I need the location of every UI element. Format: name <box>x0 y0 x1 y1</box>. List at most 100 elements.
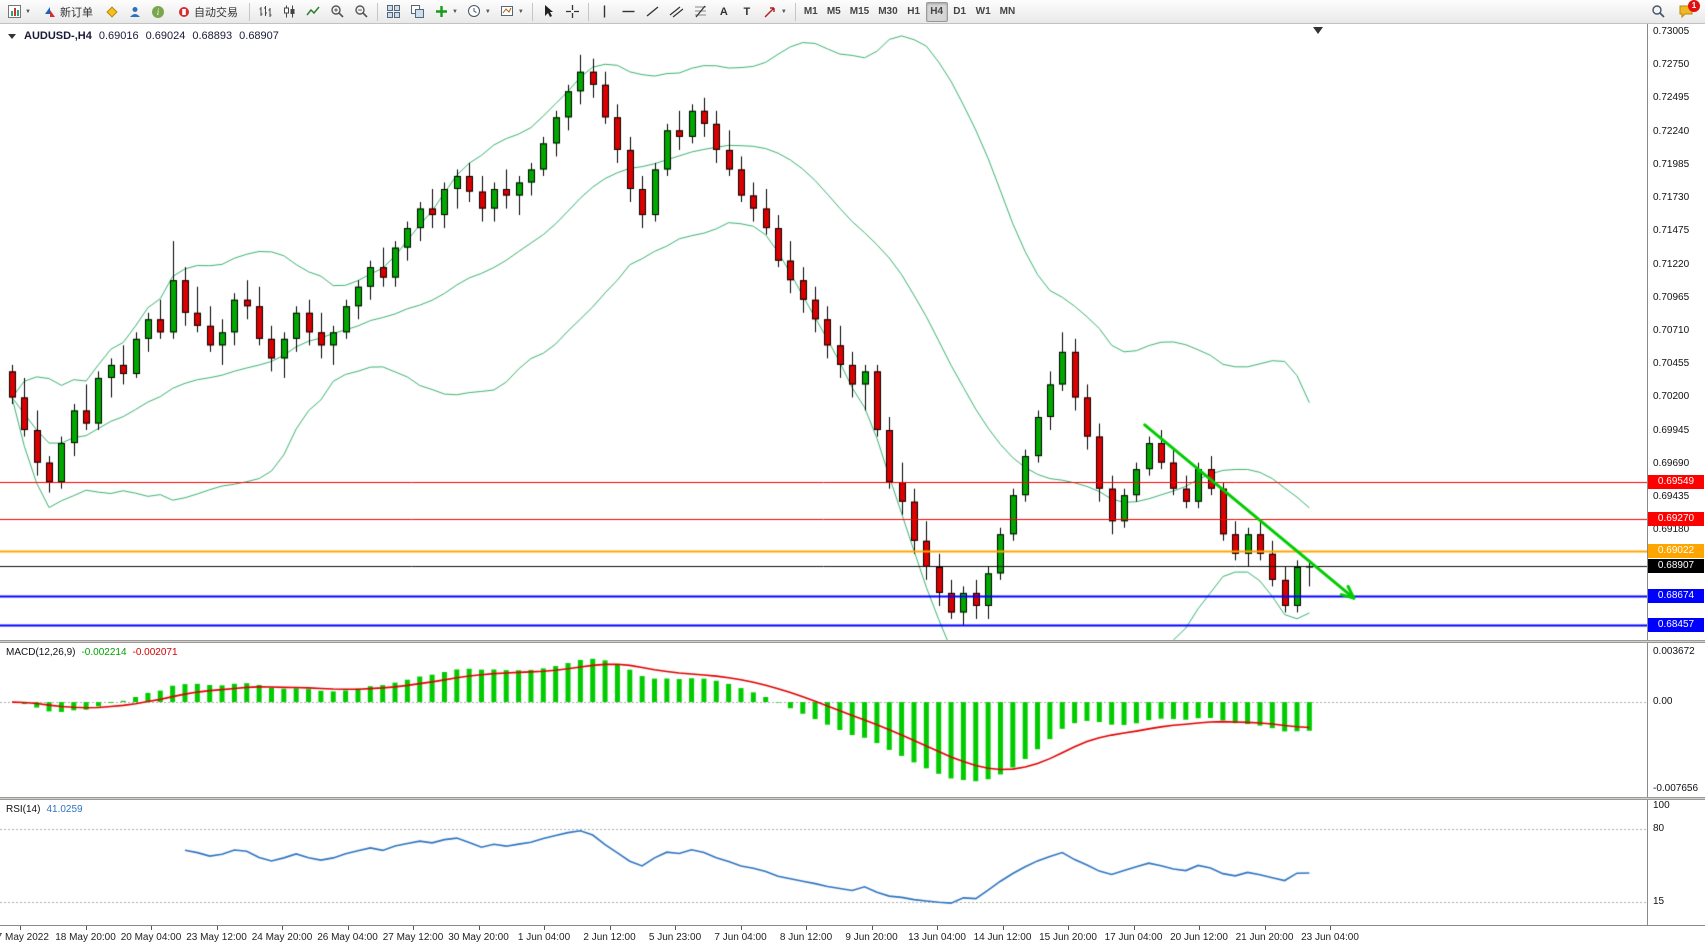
price-tag-orange-level: 0.69022 <box>1648 543 1704 558</box>
autotrading-label: 自动交易 <box>193 6 238 19</box>
date-axis-label: 17 Jun 04:00 <box>1104 932 1163 943</box>
chart-page-icon <box>8 5 21 18</box>
timeframe-button-m5[interactable]: M5 <box>826 6 841 17</box>
panel-separator-macd[interactable] <box>0 640 1705 643</box>
cursor-button[interactable] <box>537 2 560 22</box>
macd-scale-label: 0.00 <box>1653 696 1673 708</box>
date-axis[interactable]: 17 May 2022 18 May 20:00 20 May 04:00 23 Ma… <box>0 925 1705 947</box>
zoom-in-button[interactable] <box>326 2 349 22</box>
date-axis-tick <box>85 926 87 930</box>
indicators-button[interactable]: ▼ <box>430 2 462 22</box>
text-tool-icon: A <box>719 5 728 18</box>
shapes-button[interactable]: ▼ <box>759 2 791 22</box>
timeframe-button-m15[interactable]: M15 <box>849 6 870 17</box>
notifications-button[interactable]: 1 <box>1674 0 1700 22</box>
ohlc-low: 0.68893 <box>192 30 233 42</box>
timeframe-button-m1[interactable]: M1 <box>803 6 818 17</box>
price-scale-tick: 0.70455 <box>1653 358 1690 370</box>
date-axis-tick <box>675 926 676 930</box>
candlestick-icon <box>283 5 295 18</box>
fibonacci-button[interactable] <box>689 2 712 22</box>
date-axis-label: 18 May 20:00 <box>55 932 116 943</box>
zoom-out-button[interactable] <box>350 2 373 22</box>
text-button[interactable]: A <box>713 2 735 22</box>
date-axis-label: 26 May 04:00 <box>317 932 378 943</box>
price-scale-tick: 0.70200 <box>1653 391 1690 403</box>
date-axis-label: 2 Jun 12:00 <box>583 932 636 943</box>
horizontal-line-button[interactable] <box>617 2 640 22</box>
label-button[interactable]: T <box>736 2 758 22</box>
date-axis-tick <box>1068 926 1069 930</box>
metaeditor-button[interactable] <box>101 2 123 22</box>
symbol-dropdown-icon[interactable] <box>8 32 17 40</box>
date-axis-tick <box>282 926 283 930</box>
price-chart-canvas[interactable] <box>0 24 1647 640</box>
date-axis-label: 14 Jun 12:00 <box>973 932 1032 943</box>
vertical-line-icon <box>603 5 606 18</box>
toolbar-separator <box>531 2 533 21</box>
price-scale-tick: 0.69690 <box>1653 457 1690 469</box>
macd-indicator-canvas[interactable] <box>0 643 1647 797</box>
rsi-value: 41.0259 <box>46 804 83 815</box>
timeframe-button-h4[interactable]: H4 <box>925 1 948 22</box>
cascade-windows-icon <box>410 5 424 18</box>
price-scale-separator[interactable] <box>1647 24 1648 947</box>
search-button[interactable] <box>1647 2 1670 22</box>
ohlc-close: 0.68907 <box>239 30 279 42</box>
horizontal-line-icon <box>622 10 635 13</box>
channel-button[interactable] <box>665 2 688 22</box>
date-axis-tick <box>1133 926 1135 930</box>
date-axis-label: 20 Jun 12:00 <box>1170 932 1228 943</box>
date-axis-label: 23 Jun 04:00 <box>1301 932 1359 943</box>
tile-windows-button[interactable] <box>382 2 405 22</box>
dropdown-icon: ▼ <box>780 8 787 15</box>
ohlc-open: 0.69016 <box>98 30 139 42</box>
help-button[interactable]: i <box>147 2 169 22</box>
price-scale-tick: 0.70965 <box>1653 291 1690 303</box>
community-person-icon <box>129 6 140 17</box>
date-axis-tick <box>216 926 218 930</box>
rsi-indicator-canvas[interactable] <box>0 800 1647 925</box>
timeframe-button-h1[interactable]: H1 <box>907 6 921 17</box>
timeframe-button-m30[interactable]: M30 <box>878 6 898 17</box>
date-axis-label: 21 Jun 20:00 <box>1235 932 1294 943</box>
price-scale-tick: 0.71985 <box>1653 158 1690 170</box>
ohlc-bars-icon <box>259 6 272 17</box>
date-axis-tick <box>937 926 938 930</box>
trendline-button[interactable] <box>641 2 664 22</box>
crosshair-button[interactable] <box>561 2 584 22</box>
label-tool-icon: T <box>743 5 751 18</box>
candlestick-chart-button[interactable] <box>278 2 301 22</box>
templates-button[interactable]: ▼ <box>496 2 528 22</box>
bar-chart-button[interactable] <box>254 2 277 22</box>
toolbar-separator <box>587 2 589 21</box>
clock-icon <box>467 5 480 17</box>
price-tag-resistance-upper: 0.69549 <box>1648 475 1704 490</box>
community-button[interactable] <box>124 2 146 22</box>
timeframe-button-w1[interactable]: W1 <box>975 6 991 17</box>
periods-button[interactable]: ▼ <box>463 2 495 22</box>
cascade-windows-button[interactable] <box>406 2 429 22</box>
vertical-line-button[interactable] <box>593 2 616 22</box>
timeframe-button-mn[interactable]: MN <box>999 6 1016 17</box>
macd-main-value: -0.002214 <box>81 647 127 658</box>
date-axis-tick <box>1199 926 1200 930</box>
date-axis-tick <box>151 926 152 930</box>
price-tag-resistance-lower: 0.69270 <box>1648 511 1704 526</box>
date-axis-tick <box>20 926 21 930</box>
zoom-in-icon <box>331 5 344 18</box>
rsi-label: RSI(14) <box>6 804 41 815</box>
date-axis-tick <box>478 926 480 930</box>
chart-shift-marker[interactable] <box>1312 27 1323 34</box>
date-axis-label: 24 May 20:00 <box>251 932 313 943</box>
panel-separator-rsi[interactable] <box>0 797 1705 800</box>
fibonacci-icon <box>694 5 706 18</box>
timeframe-button-d1[interactable]: D1 <box>953 6 967 17</box>
autotrading-button[interactable]: 自动交易 <box>170 2 245 22</box>
search-icon <box>1652 5 1665 18</box>
line-chart-button[interactable] <box>302 2 325 22</box>
new-chart-button[interactable]: ▼ <box>3 2 35 22</box>
date-axis-label: 30 May 20:00 <box>448 932 509 943</box>
new-order-button[interactable]: 新订单 <box>36 2 100 22</box>
